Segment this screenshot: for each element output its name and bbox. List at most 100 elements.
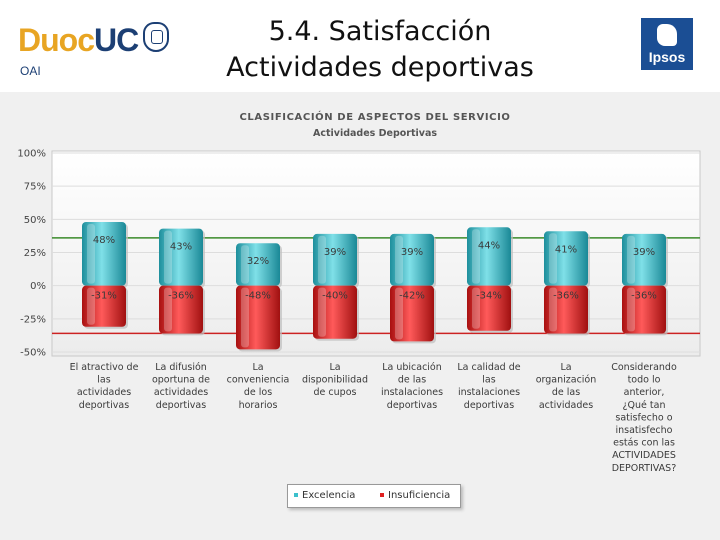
data-label: 48%: [93, 235, 115, 246]
x-tick-label-line: actividades: [77, 387, 131, 398]
x-tick-label-line: instalaciones: [381, 387, 443, 398]
bar-insuficiencia: [236, 285, 280, 350]
bar-excelencia: [313, 233, 357, 286]
bar-insuficiencia: [313, 285, 357, 339]
bar-highlight: [472, 287, 480, 329]
plot-area: [51, 150, 701, 357]
x-tick-label-line: ACTIVIDADES: [612, 450, 676, 461]
x-tick-label-line: La: [560, 362, 571, 373]
bar-highlight: [164, 287, 172, 332]
x-tick-label: La difusión oportuna de actividades deporti…: [152, 362, 210, 411]
bar-excelencia: [622, 233, 666, 286]
x-tick-label: Considerando todo lo anterior, ¿Qué tan sati…: [611, 362, 677, 474]
data-label: -34%: [476, 291, 502, 302]
x-tick-label-line: El atractivo de: [70, 362, 139, 373]
x-tick-label-line: conveniencia: [227, 375, 290, 386]
bar-insuficiencia: [544, 285, 588, 334]
legend-label-insuficiencia: Insuficiencia: [388, 490, 451, 501]
duoc-uc-logo: DuocUC: [18, 22, 139, 59]
x-tick-label-line: deportivas: [79, 400, 129, 411]
y-tick-label: 0%: [30, 281, 46, 292]
legend-swatch-insuficiencia: [380, 493, 384, 497]
x-tick-label-line: La ubicación: [382, 362, 442, 373]
data-label: 32%: [247, 256, 269, 267]
y-tick-label: -25%: [20, 314, 46, 325]
legend-label-excelencia: Excelencia: [302, 490, 356, 501]
university-seal-icon: [143, 22, 169, 52]
x-tick-label-line: disponibilidad: [302, 375, 368, 386]
bar-excelencia: [467, 227, 511, 286]
x-tick-label: La disponibilidad de cupos: [302, 362, 368, 398]
data-label: -40%: [322, 291, 348, 302]
bar-highlight: [318, 235, 326, 284]
x-tick-label-line: La calidad de: [457, 362, 520, 373]
x-tick-label: La ubicación de las instalaciones deportiva…: [381, 362, 443, 411]
bar-highlight: [87, 287, 95, 325]
x-tick-label-line: La: [252, 362, 263, 373]
bar-excelencia: [159, 228, 203, 286]
bar-insuficiencia: [390, 285, 434, 342]
data-label: 39%: [401, 247, 423, 258]
x-tick-label-line: actividades: [154, 387, 208, 398]
bars: 48% 43% 32% 39% 39% 44% 41% 39% -31% -36% -48% -40%…: [82, 221, 668, 352]
data-label: -42%: [399, 291, 425, 302]
y-tick-label: 50%: [24, 215, 46, 226]
x-tick-label-line: horarios: [239, 400, 278, 411]
x-tick-label-line: insatisfecho: [616, 425, 673, 436]
x-tick-label-line: oportuna de: [152, 375, 210, 386]
bar-excelencia: [390, 233, 434, 286]
x-tick-label-line: deportivas: [156, 400, 206, 411]
x-tick-label: La calidad de las instalaciones deportivas: [457, 362, 520, 411]
data-label: 41%: [555, 244, 577, 255]
chart-title: CLASIFICACIÓN DE ASPECTOS DEL SERVICIO: [239, 110, 510, 123]
y-tick-label: 25%: [24, 248, 46, 259]
bar-excelencia: [236, 243, 280, 286]
legend-swatch-excelencia: [294, 493, 298, 497]
bar-highlight: [627, 287, 635, 332]
x-tick-label-line: de las: [398, 375, 426, 386]
chart-subtitle: Actividades Deportivas: [313, 128, 437, 139]
x-tick-label-line: todo lo: [628, 375, 661, 386]
data-label: -31%: [91, 291, 117, 302]
ipsos-logo-text: Ipsos: [648, 49, 686, 65]
slide-header: DuocUC OAI 5.4. Satisfacción Actividades…: [0, 0, 720, 92]
data-label: 39%: [633, 247, 655, 258]
y-tick-label: 75%: [24, 182, 46, 193]
bar-excelencia: [82, 221, 126, 286]
x-tick-label-line: Considerando: [611, 362, 677, 373]
bar-highlight: [472, 229, 480, 284]
x-tick-label-line: satisfecho o: [615, 412, 672, 423]
x-tick-label-line: DEPORTIVAS?: [612, 463, 677, 474]
data-label: -36%: [168, 291, 194, 302]
x-tick-label: El atractivo de las actividades deportivas: [70, 362, 139, 411]
x-tick-label-line: de las: [552, 387, 580, 398]
chart-legend: Excelencia Insuficiencia: [287, 484, 461, 508]
data-label: -48%: [245, 291, 271, 302]
bar-highlight: [87, 223, 95, 284]
ipsos-logo: Ipsos: [641, 18, 693, 70]
legend-item-excelencia: Excelencia: [294, 490, 355, 501]
data-label: 44%: [478, 240, 500, 251]
x-tick-label: La conveniencia de los horarios: [227, 362, 290, 411]
bar-insuficiencia: [467, 285, 511, 331]
y-tick-label: -50%: [20, 348, 46, 359]
bar-insuficiencia: [159, 285, 203, 334]
bar-highlight: [395, 287, 403, 340]
bar-highlight: [241, 245, 249, 284]
bar-highlight: [241, 287, 249, 348]
ipsos-mark-icon: [657, 24, 677, 46]
y-tick-label: 100%: [17, 149, 46, 160]
bar-highlight: [318, 287, 326, 337]
data-label: -36%: [553, 291, 579, 302]
bar-highlight: [549, 233, 557, 284]
x-tick-label-line: ¿Qué tan: [623, 400, 666, 411]
data-label: -36%: [631, 291, 657, 302]
x-tick-label-line: las: [97, 375, 110, 386]
x-tick-label-line: estás con las: [613, 438, 675, 449]
x-tick-label-line: La: [329, 362, 340, 373]
data-label: 43%: [170, 242, 192, 253]
logo-text-duoc: Duoc: [18, 22, 95, 58]
x-tick-label-line: deportivas: [387, 400, 437, 411]
legend-item-insuficiencia: Insuficiencia: [380, 490, 450, 501]
x-tick-label-line: instalaciones: [458, 387, 520, 398]
